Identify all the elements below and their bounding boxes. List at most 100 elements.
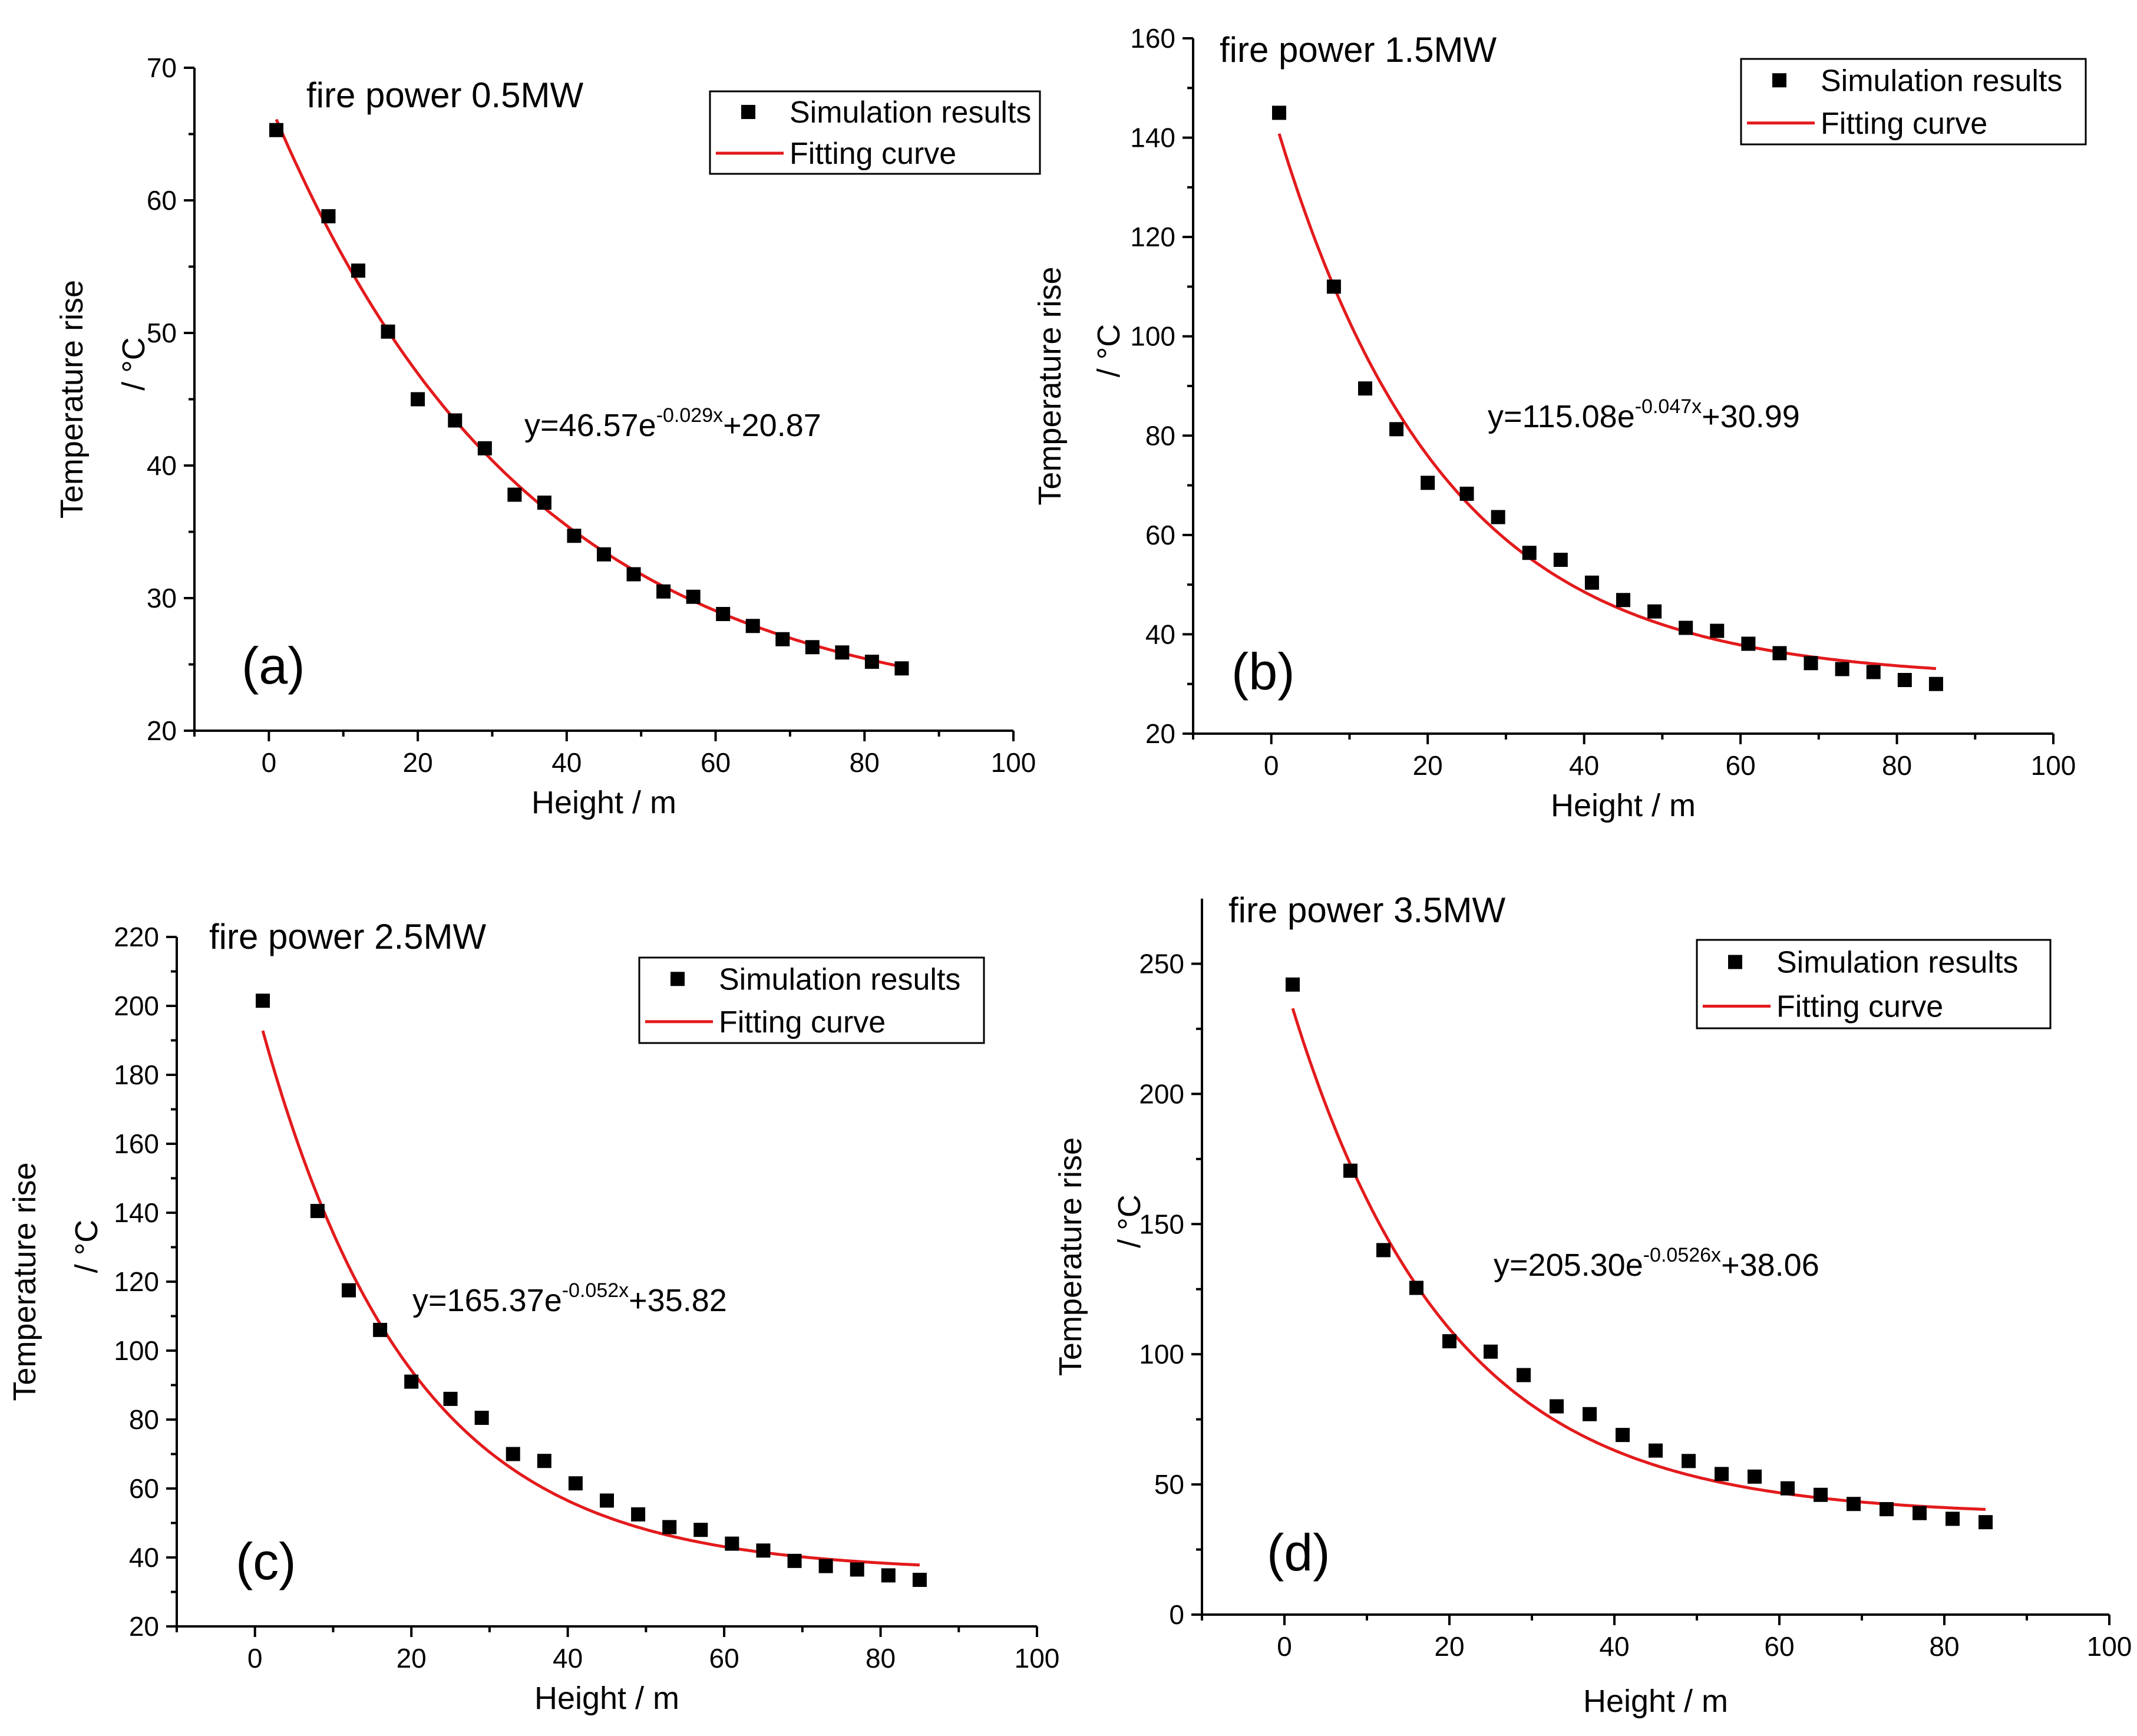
data-point <box>1584 575 1599 590</box>
data-point <box>1880 1502 1894 1517</box>
data-point <box>818 1559 833 1573</box>
data-point <box>537 1454 551 1468</box>
x-tick-label: 80 <box>1929 1631 1959 1662</box>
data-point <box>850 1562 864 1577</box>
panel-title: fire power 2.5MW <box>209 917 486 956</box>
y-tick-label: 50 <box>1154 1469 1184 1500</box>
data-point <box>1741 636 1756 651</box>
y-tick-label: 20 <box>147 715 177 746</box>
y-tick-label: 200 <box>114 991 159 1021</box>
data-point <box>477 441 492 456</box>
x-tick-label: 40 <box>1599 1631 1629 1662</box>
data-point <box>411 392 425 407</box>
x-tick-label: 60 <box>1726 750 1756 781</box>
x-tick-label: 20 <box>397 1643 427 1674</box>
data-point <box>662 1520 677 1534</box>
y-axis-title: Temperature rise <box>7 1162 42 1401</box>
data-point <box>269 123 283 137</box>
y-tick-label: 120 <box>114 1266 159 1297</box>
x-tick-label: 60 <box>709 1643 739 1674</box>
x-tick-label: 100 <box>991 747 1036 778</box>
data-point <box>1866 665 1881 679</box>
x-tick-label: 100 <box>1015 1643 1060 1674</box>
y-tick-label: 30 <box>147 583 177 613</box>
y-tick-label: 60 <box>147 185 177 216</box>
y-axis-title: Temperature rise <box>54 280 90 519</box>
x-tick-label: 40 <box>1569 750 1599 781</box>
y-tick-label: 160 <box>1130 23 1175 54</box>
data-point <box>1928 676 1943 691</box>
data-point <box>321 209 336 223</box>
data-point <box>1748 1469 1762 1484</box>
x-tick-label: 40 <box>553 1643 583 1674</box>
panel-label: (d) <box>1267 1523 1330 1582</box>
data-point <box>1946 1511 1960 1526</box>
data-point <box>894 661 909 676</box>
data-point <box>693 1523 708 1537</box>
chart-panel-a: 0 20 40 60 80 100 20 30 40 50 60 70 Height / m Temper… <box>54 52 1041 820</box>
data-point <box>404 1374 419 1389</box>
x-tick-label: 80 <box>866 1643 896 1674</box>
x-tick-label: 80 <box>1882 750 1912 781</box>
data-point <box>1682 1454 1696 1468</box>
data-point <box>1409 1280 1423 1295</box>
y-tick-label: 100 <box>1130 321 1175 352</box>
y-axis-title: Temperature rise <box>1053 1137 1088 1376</box>
legend: Simulation results Fitting curve <box>1740 58 2087 146</box>
data-point <box>1326 279 1341 294</box>
y-tick-label: 200 <box>1139 1078 1184 1109</box>
y-tick-label: 140 <box>114 1197 159 1228</box>
data-point <box>1679 621 1693 635</box>
data-point <box>1781 1481 1795 1496</box>
data-point <box>373 1322 388 1337</box>
x-tick-label: 0 <box>1264 750 1279 781</box>
x-tick-label: 0 <box>1277 1631 1292 1662</box>
data-point <box>1553 553 1568 567</box>
data-point <box>342 1283 356 1298</box>
y-tick-label: 60 <box>1145 520 1175 550</box>
y-tick-label: 60 <box>129 1473 159 1504</box>
chart-panel-d: 0 20 40 60 80 100 0 50 100 150 200 250 Height / m Tem… <box>1053 890 2132 1719</box>
y-tick-label: 120 <box>1130 222 1175 252</box>
y-tick-label: 100 <box>1139 1339 1184 1369</box>
data-point <box>1616 1428 1630 1443</box>
fitting-curve <box>261 1030 920 1567</box>
y-tick-label: 20 <box>129 1611 159 1642</box>
data-point <box>787 1553 802 1568</box>
fit-equation-suffix: +30.99 <box>1702 399 1800 434</box>
y-tick-label: 80 <box>1145 420 1175 451</box>
data-point <box>1649 1443 1663 1458</box>
data-point <box>1389 422 1404 437</box>
data-point <box>1272 105 1286 120</box>
panel-label: (b) <box>1231 642 1295 701</box>
legend-label-fit: Fitting curve <box>1821 107 1987 141</box>
data-point <box>1376 1243 1390 1258</box>
data-point <box>506 1447 520 1461</box>
fit-equation: y=165.37e-0.052x+35.82 <box>412 1279 727 1318</box>
legend-marker-symbol <box>1728 955 1742 969</box>
legend-label-simulation: Simulation results <box>1821 64 2062 98</box>
x-tick-label: 0 <box>247 1643 263 1674</box>
legend-label-fit: Fitting curve <box>719 1005 886 1039</box>
data-point <box>256 994 270 1008</box>
data-point <box>1847 1497 1861 1511</box>
fit-equation-prefix: y=205.30e <box>1494 1247 1643 1283</box>
data-point <box>626 567 641 582</box>
panel-title: fire power 0.5MW <box>306 75 583 115</box>
data-point <box>310 1204 325 1219</box>
fit-equation-suffix: +20.87 <box>723 408 821 443</box>
fit-equation-exponent: -0.0526x <box>1643 1244 1721 1266</box>
fit-equation-exponent: -0.052x <box>562 1279 629 1302</box>
data-point <box>448 413 463 428</box>
fit-equation: y=46.57e-0.029x+20.87 <box>524 404 821 443</box>
data-point <box>1484 1344 1498 1359</box>
data-point <box>507 487 522 502</box>
fit-equation-prefix: y=115.08e <box>1488 399 1635 434</box>
data-point <box>1814 1487 1828 1502</box>
panel-title: fire power 1.5MW <box>1220 30 1497 70</box>
legend-label-simulation: Simulation results <box>719 962 960 996</box>
fitting-curve <box>1291 1008 1986 1511</box>
legend-label-fit: Fitting curve <box>1776 990 1943 1024</box>
y-tick-label: 20 <box>1145 718 1175 749</box>
legend-box <box>1740 58 2087 146</box>
